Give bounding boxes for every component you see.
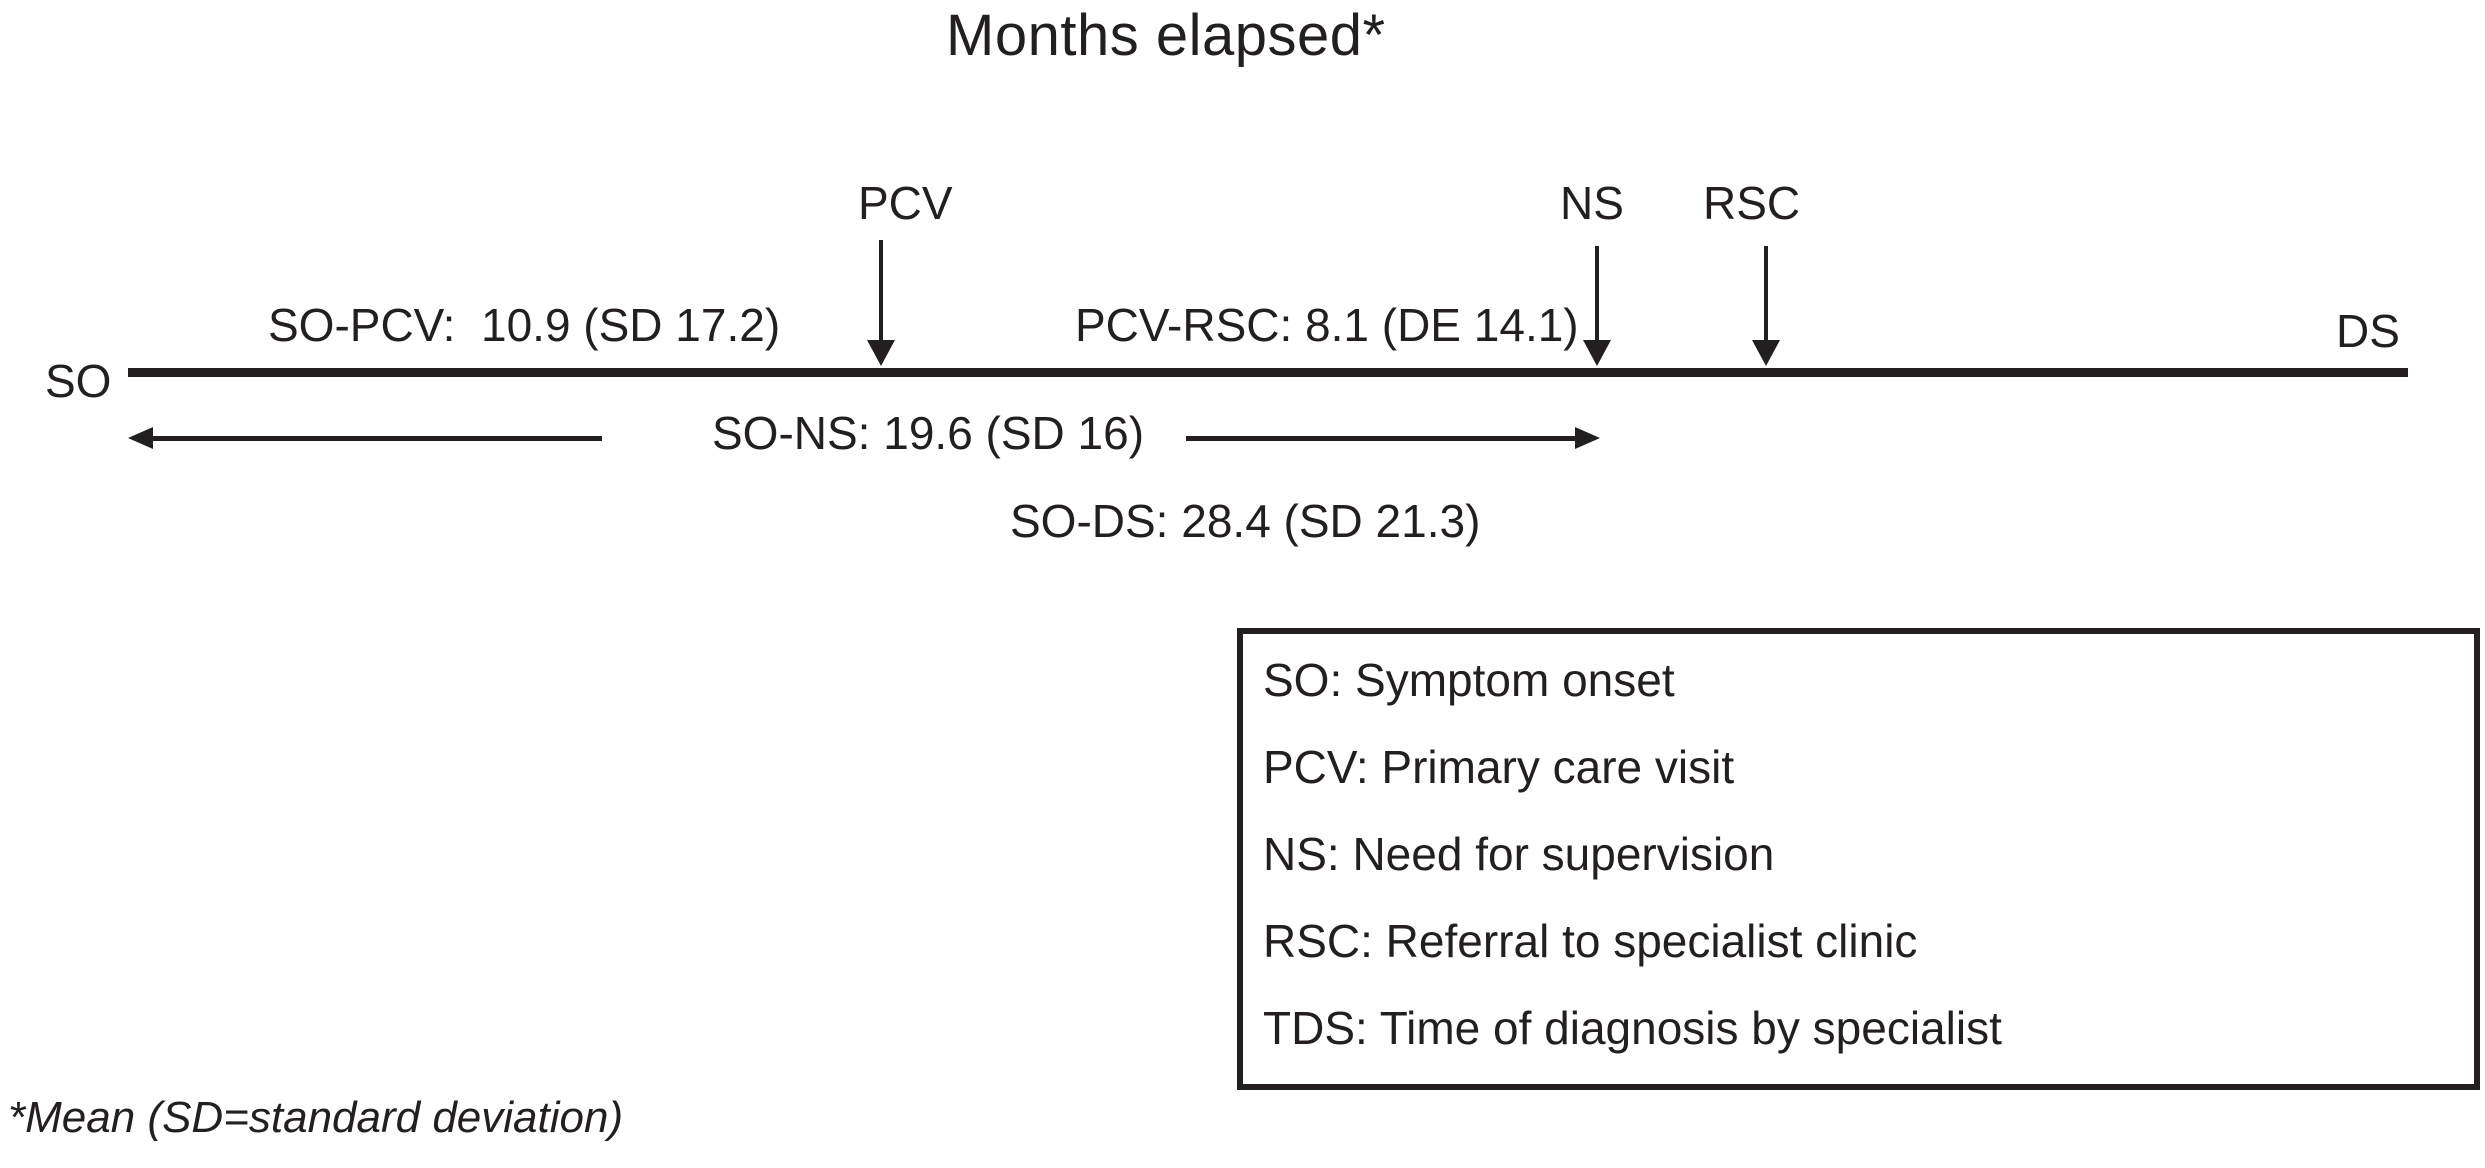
- timeline-end-label: DS: [2336, 305, 2400, 357]
- footnote: *Mean (SD=standard deviation): [8, 1093, 624, 1142]
- rsc-down-arrow-icon: [1764, 246, 1768, 344]
- timeline-start-label: SO: [45, 355, 112, 407]
- figure-title: Months elapsed*: [946, 3, 1386, 68]
- span-so-ns: SO-NS: 19.6 (SD 16): [712, 407, 1145, 459]
- ns-down-arrow-icon: [1595, 246, 1599, 344]
- so-ns-right-arrowhead-icon: [1575, 427, 1600, 449]
- event-label-ns: NS: [1560, 177, 1624, 229]
- span-so-ds: SO-DS: 28.4 (SD 21.3): [1010, 495, 1481, 547]
- rsc-down-arrowhead-icon: [1752, 340, 1780, 366]
- pcv-down-arrowhead-icon: [867, 340, 895, 366]
- interval-pcv-rsc: PCV-RSC: 8.1 (DE 14.1): [1075, 299, 1579, 351]
- so-ns-left-arrowhead-icon: [128, 427, 153, 449]
- legend-item-tds: TDS: Time of diagnosis by specialist: [1263, 1001, 2002, 1054]
- timeline-line: [128, 368, 2408, 377]
- legend-item-ns: NS: Need for supervision: [1263, 827, 1775, 880]
- legend-item-pcv: PCV: Primary care visit: [1263, 740, 1735, 793]
- interval-so-pcv: SO-PCV: 10.9 (SD 17.2): [268, 299, 781, 351]
- so-ns-left-arrow-icon: [150, 436, 602, 441]
- event-label-pcv: PCV: [858, 177, 953, 229]
- pcv-down-arrow-icon: [879, 240, 883, 344]
- ns-down-arrowhead-icon: [1583, 340, 1611, 366]
- legend-item-so: SO: Symptom onset: [1263, 653, 1675, 706]
- legend-box: SO: Symptom onset PCV: Primary care visi…: [1237, 628, 2480, 1090]
- event-label-rsc: RSC: [1703, 177, 1801, 229]
- legend-item-rsc: RSC: Referral to specialist clinic: [1263, 914, 1918, 967]
- so-ns-right-arrow-icon: [1186, 436, 1578, 441]
